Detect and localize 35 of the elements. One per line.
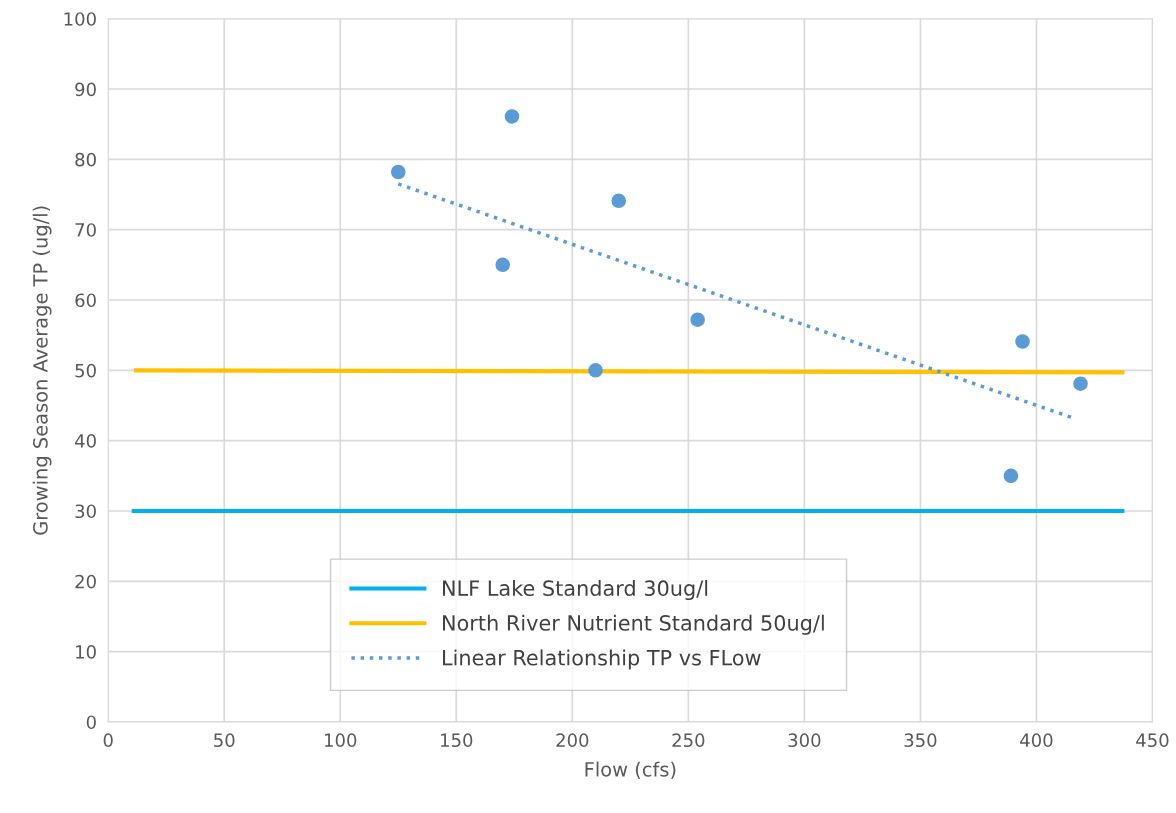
y-tick-label: 0 <box>86 715 96 730</box>
x-tick-label: 50 <box>214 733 235 748</box>
y-tick-label: 70 <box>75 223 96 237</box>
x-tick-label: 350 <box>904 733 937 748</box>
point <box>1073 376 1088 391</box>
x-axis-title: Flow (cfs) <box>585 761 676 779</box>
x-tick-label: 0 <box>103 733 113 748</box>
legend-label: NLF Lake Standard 30ug/l <box>443 579 708 601</box>
y-tick-label: 30 <box>75 504 96 519</box>
point <box>611 193 627 209</box>
y-tick-label: 50 <box>75 363 96 378</box>
point <box>504 109 520 124</box>
y-axis-title: Growing Season Average TP (ug/l) <box>32 206 52 535</box>
point <box>1015 334 1030 349</box>
legend-label: North River Nutrient Standard 50ug/l <box>443 614 824 635</box>
point <box>495 257 510 273</box>
x-tick-label: 100 <box>325 733 357 748</box>
point <box>390 164 406 180</box>
point <box>1003 468 1019 484</box>
x-tick-label: 400 <box>1020 733 1053 748</box>
legend-label: Linear Relationship TP vs FLow <box>443 649 761 670</box>
point <box>588 363 603 378</box>
y-tick-label: 40 <box>74 434 96 448</box>
y-tick-label: 90 <box>75 82 96 97</box>
y-tick-label: 20 <box>75 574 96 589</box>
y-tick-label: 100 <box>64 12 96 26</box>
point <box>690 312 705 327</box>
x-tick-label: 200 <box>556 733 589 748</box>
y-tick-label: 10 <box>76 645 96 659</box>
y-tick-label: 80 <box>75 152 96 167</box>
y-tick-label: 60 <box>75 293 96 308</box>
x-tick-label: 300 <box>788 733 821 748</box>
x-tick-label: 450 <box>1136 733 1169 748</box>
x-tick-label: 250 <box>672 733 705 748</box>
x-tick-label: 150 <box>441 733 473 748</box>
